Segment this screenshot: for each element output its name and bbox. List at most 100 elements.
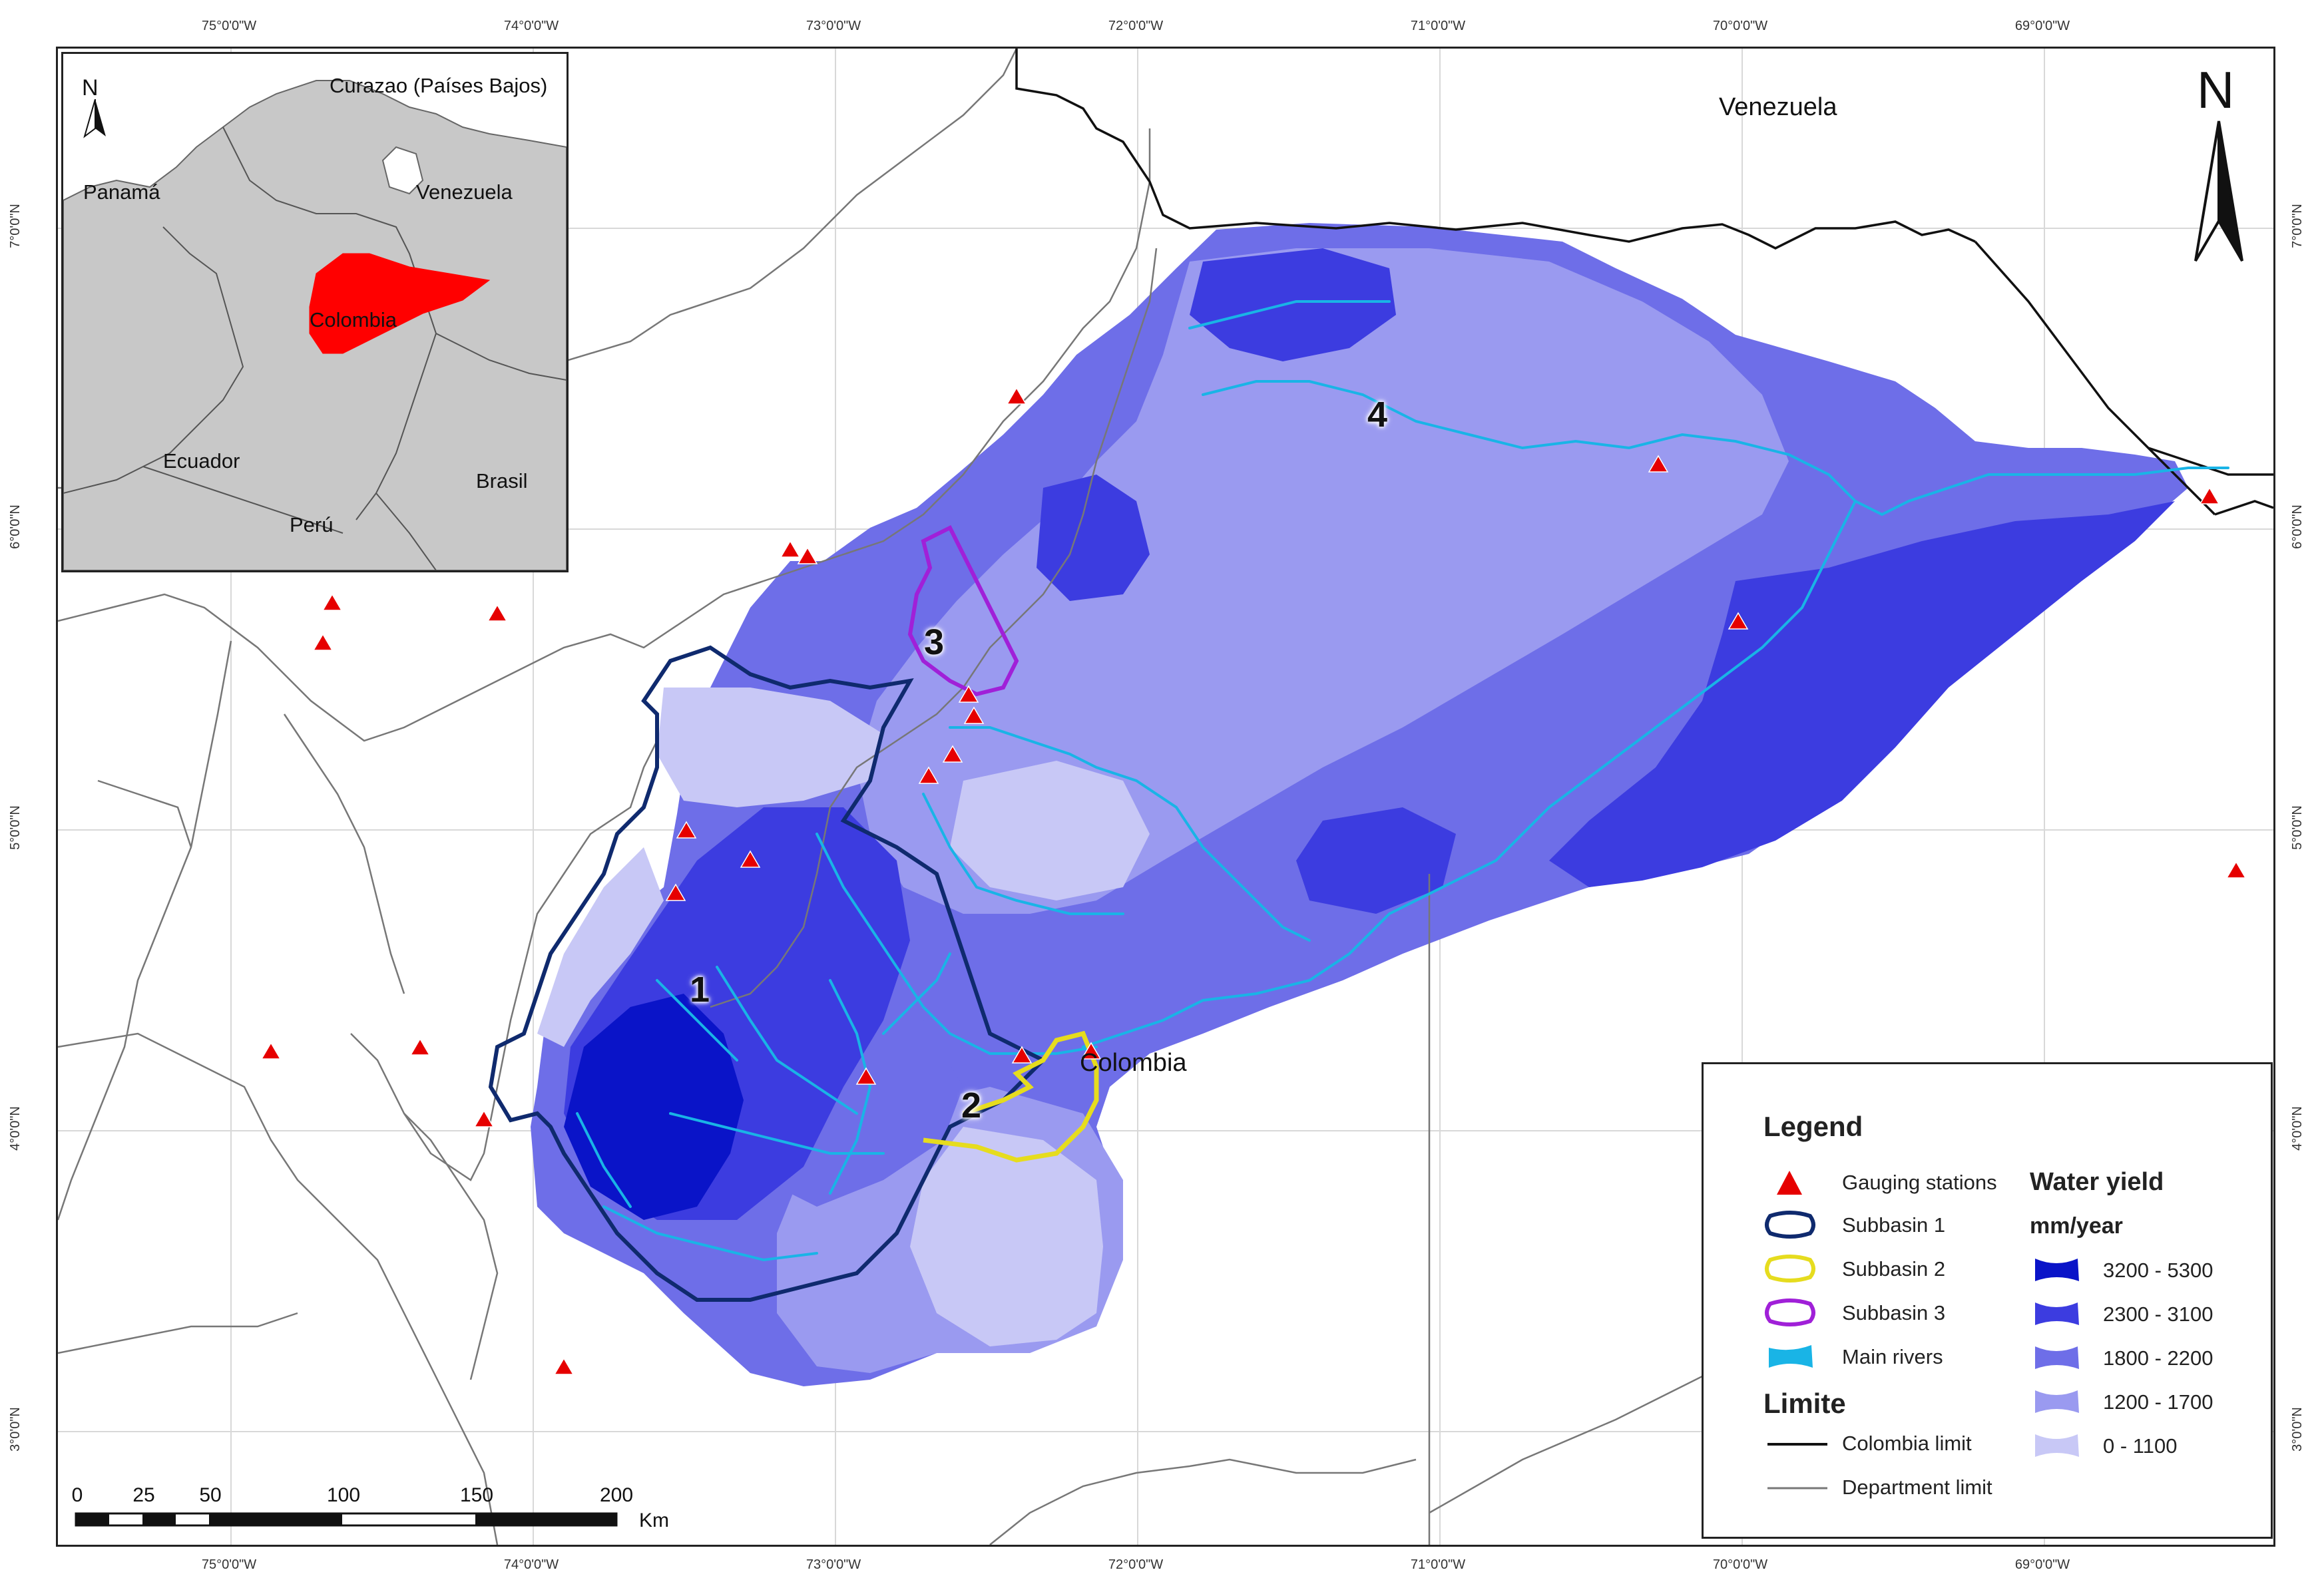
legend-subbasin-3-label: Subbasin 3 (1842, 1301, 1946, 1324)
station-marker (473, 1109, 495, 1127)
north-letter: N (2197, 61, 2235, 119)
lon-tick-label: 72°0'0"W (1108, 1557, 1164, 1572)
legend-stations-label: Gauging stations (1842, 1171, 1997, 1194)
station-marker (487, 604, 508, 622)
inset-sea-gulf (381, 146, 424, 195)
map-frame (56, 47, 2275, 1547)
station-marker (2225, 861, 2247, 879)
lon-tick-label: 75°0'0"W (201, 19, 257, 33)
legend-rivers-label: Main rivers (1842, 1345, 1943, 1368)
station-marker (958, 685, 979, 703)
lon-tick-label: 72°0'0"W (1108, 19, 1164, 33)
scale-bar: 0 25 50 100 150 200 Km (71, 1484, 672, 1531)
lat-tick-label: 3°0'0"N (2289, 1407, 2305, 1452)
station-marker (2199, 487, 2220, 504)
water-yield-surface (531, 223, 2188, 1386)
legend-wy-1200-1700-icon (2035, 1390, 2079, 1413)
lon-tick-label: 71°0'0"W (1410, 19, 1466, 33)
wy-zone-2300-3100-east (1549, 501, 2175, 887)
station-marker (260, 1042, 282, 1060)
legend-colombia-limit-label: Colombia limit (1842, 1432, 1972, 1455)
inset-study-area (309, 253, 491, 354)
station-marker (1011, 1046, 1033, 1064)
main-rivers (576, 300, 2229, 1262)
legend-department-limit-label: Department limit (1842, 1476, 1992, 1499)
scale-bar-graphic (75, 1512, 618, 1527)
station-marker (1006, 387, 1027, 405)
lon-tick-label: 71°0'0"W (1410, 1557, 1466, 1572)
lon-tick-label: 74°0'0"W (503, 19, 559, 33)
legend-wy-0-1100-icon (2035, 1434, 2079, 1457)
station-marker (1648, 455, 1669, 473)
scale-tick-label: 50 (199, 1484, 222, 1506)
station-marker (1080, 1042, 1102, 1060)
legend-subbasin-1-label: Subbasin 1 (1842, 1213, 1946, 1237)
legend-water-yield-title: Water yield (2030, 1168, 2164, 1196)
map-label-venezuela: Venezuela (1719, 93, 1837, 121)
inset-north-arrow-icon (83, 99, 106, 138)
subbasin-number-2: 2 (961, 1086, 982, 1125)
lat-tick-label: 5°0'0"N (2289, 805, 2305, 850)
lat-tick-label: 4°0'0"N (7, 1106, 23, 1151)
subbasin-number-4: 4 (1367, 395, 1388, 435)
lon-tick-label: 69°0'0"W (2014, 1557, 2070, 1572)
station-marker (740, 850, 761, 868)
wy-zone-2300-3100-nw (1037, 475, 1150, 601)
lat-tick-label: 4°0'0"N (2289, 1106, 2305, 1151)
scale-tick-label: 200 (599, 1484, 634, 1506)
scale-tick-label: 25 (132, 1484, 155, 1506)
inset-label-brasil: Brasil (476, 469, 528, 493)
legend-wy-2300-3100-icon (2035, 1302, 2079, 1325)
lat-tick-label: 7°0'0"N (7, 204, 23, 248)
station-marker (665, 883, 686, 901)
wy-zone-2300-3100-north (1190, 248, 1396, 361)
subbasin-number-3: 3 (924, 622, 945, 662)
lat-tick-label: 5°0'0"N (7, 805, 23, 850)
north-arrow-icon (2194, 120, 2243, 262)
scale-tick-label: 0 (71, 1484, 83, 1506)
gauging-stations (260, 387, 2247, 1375)
legend-rivers-icon (1769, 1345, 1813, 1368)
inset-label-curazao: Curazao (Países Bajos) (330, 74, 548, 97)
subbasin-number-1: 1 (690, 970, 710, 1010)
lat-tick-label: 3°0'0"N (7, 1407, 23, 1452)
lon-tick-label: 74°0'0"W (503, 1557, 559, 1572)
scale-tick-label: 150 (459, 1484, 494, 1506)
station-marker (676, 821, 697, 839)
wy-zone-0-1100-nw-sub1 (657, 688, 883, 807)
station-marker (797, 546, 818, 564)
legend-station-icon (1777, 1171, 1802, 1195)
inset-label-ecuador: Ecuador (163, 449, 240, 473)
legend-subbasin-3-icon (1765, 1298, 1815, 1326)
lat-tick-label: 6°0'0"N (7, 504, 23, 549)
station-marker (409, 1038, 431, 1056)
legend: Legend Gauging stations Subbasin 1 Subba… (1702, 1062, 2273, 1539)
legend-wy-class-label: 3200 - 5300 (2103, 1259, 2213, 1282)
station-marker (918, 766, 939, 784)
wy-zone-2300-3100-east-tail (1296, 807, 1456, 914)
legend-subbasin-2-icon (1765, 1255, 1815, 1283)
lon-tick-label: 73°0'0"W (806, 1557, 861, 1572)
legend-wy-class-label: 0 - 1100 (2103, 1434, 2178, 1458)
legend-water-yield-unit: mm/year (2030, 1213, 2123, 1239)
wy-zone-0-1100-center (950, 761, 1150, 900)
lon-tick-label: 75°0'0"W (201, 1557, 257, 1572)
inset-label-colombia: Colombia (310, 308, 397, 331)
inset-canvas (63, 54, 567, 570)
inset-label-venezuela: Venezuela (416, 180, 513, 204)
subbasin-1-boundary (488, 645, 1047, 1302)
station-marker (553, 1357, 575, 1375)
legend-subbasin-2-label: Subbasin 2 (1842, 1257, 1946, 1281)
wy-zone-0-1100-south (910, 1127, 1103, 1346)
legend-colombia-limit-icon (1767, 1443, 1827, 1446)
legend-wy-class-label: 2300 - 3100 (2103, 1302, 2213, 1326)
lat-tick-label: 7°0'0"N (2289, 204, 2305, 248)
station-marker (855, 1067, 877, 1085)
lon-tick-label: 73°0'0"W (806, 19, 861, 33)
map-label-colombia: Colombia (1080, 1049, 1187, 1077)
legend-subbasin-1-icon (1765, 1211, 1815, 1239)
legend-department-limit-icon (1767, 1487, 1827, 1490)
station-marker (312, 633, 334, 651)
legend-wy-class-label: 1800 - 2200 (2103, 1346, 2213, 1370)
scale-unit: Km (639, 1509, 669, 1531)
